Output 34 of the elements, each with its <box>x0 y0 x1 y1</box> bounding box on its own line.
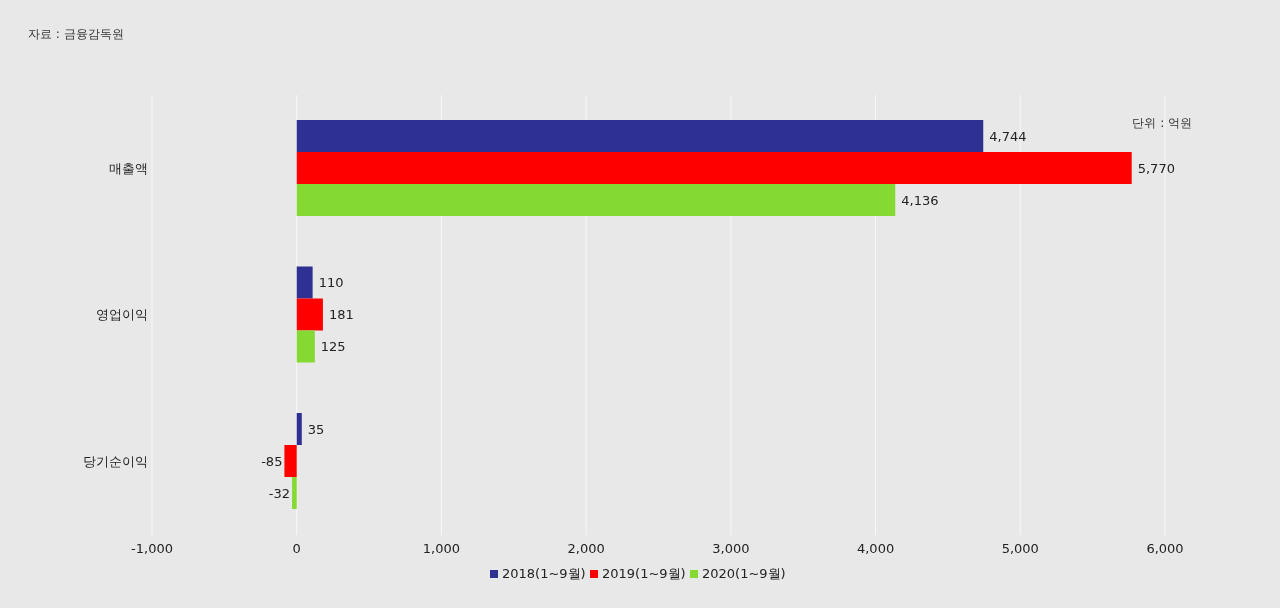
data-label: 181 <box>328 307 354 323</box>
bar <box>296 184 896 216</box>
bar <box>292 477 297 509</box>
data-label: 35 <box>307 421 325 437</box>
data-label: -85 <box>261 453 283 469</box>
data-label: -32 <box>268 485 291 501</box>
x-tick-label: 5,000 <box>1001 541 1039 556</box>
data-label: 110 <box>318 275 344 291</box>
legend-label: 2020(1~9월) <box>702 566 786 581</box>
bar <box>296 266 313 299</box>
data-label: 4,136 <box>901 192 939 208</box>
data-label: 4,744 <box>989 128 1027 144</box>
bar <box>296 152 1132 184</box>
legend-label: 2018(1~9월) <box>502 566 586 581</box>
x-tick-label: 0 <box>292 541 301 556</box>
x-tick-label: 4,000 <box>856 541 895 556</box>
x-tick-label: -1,000 <box>131 541 173 556</box>
data-label: 125 <box>320 339 346 355</box>
bar <box>296 120 984 152</box>
data-label: 5,770 <box>1137 160 1175 176</box>
bar <box>284 445 297 477</box>
x-tick-label: 1,000 <box>422 541 461 556</box>
y-tick-label: 매출액 <box>109 160 148 176</box>
bar <box>296 413 302 445</box>
bar <box>296 330 315 363</box>
x-tick-label: 6,000 <box>1146 541 1184 556</box>
legend-label: 2019(1~9월) <box>602 566 686 581</box>
y-tick-label: 영업이익 <box>96 307 148 323</box>
x-tick-label: 2,000 <box>567 541 605 556</box>
y-tick-label: 당기순이익 <box>83 453 148 469</box>
annotation: 단위 : 억원 <box>1132 116 1192 130</box>
x-tick-label: 3,000 <box>712 541 750 556</box>
text: 자료 : 금융감독원 <box>28 27 124 41</box>
bar <box>296 298 323 331</box>
